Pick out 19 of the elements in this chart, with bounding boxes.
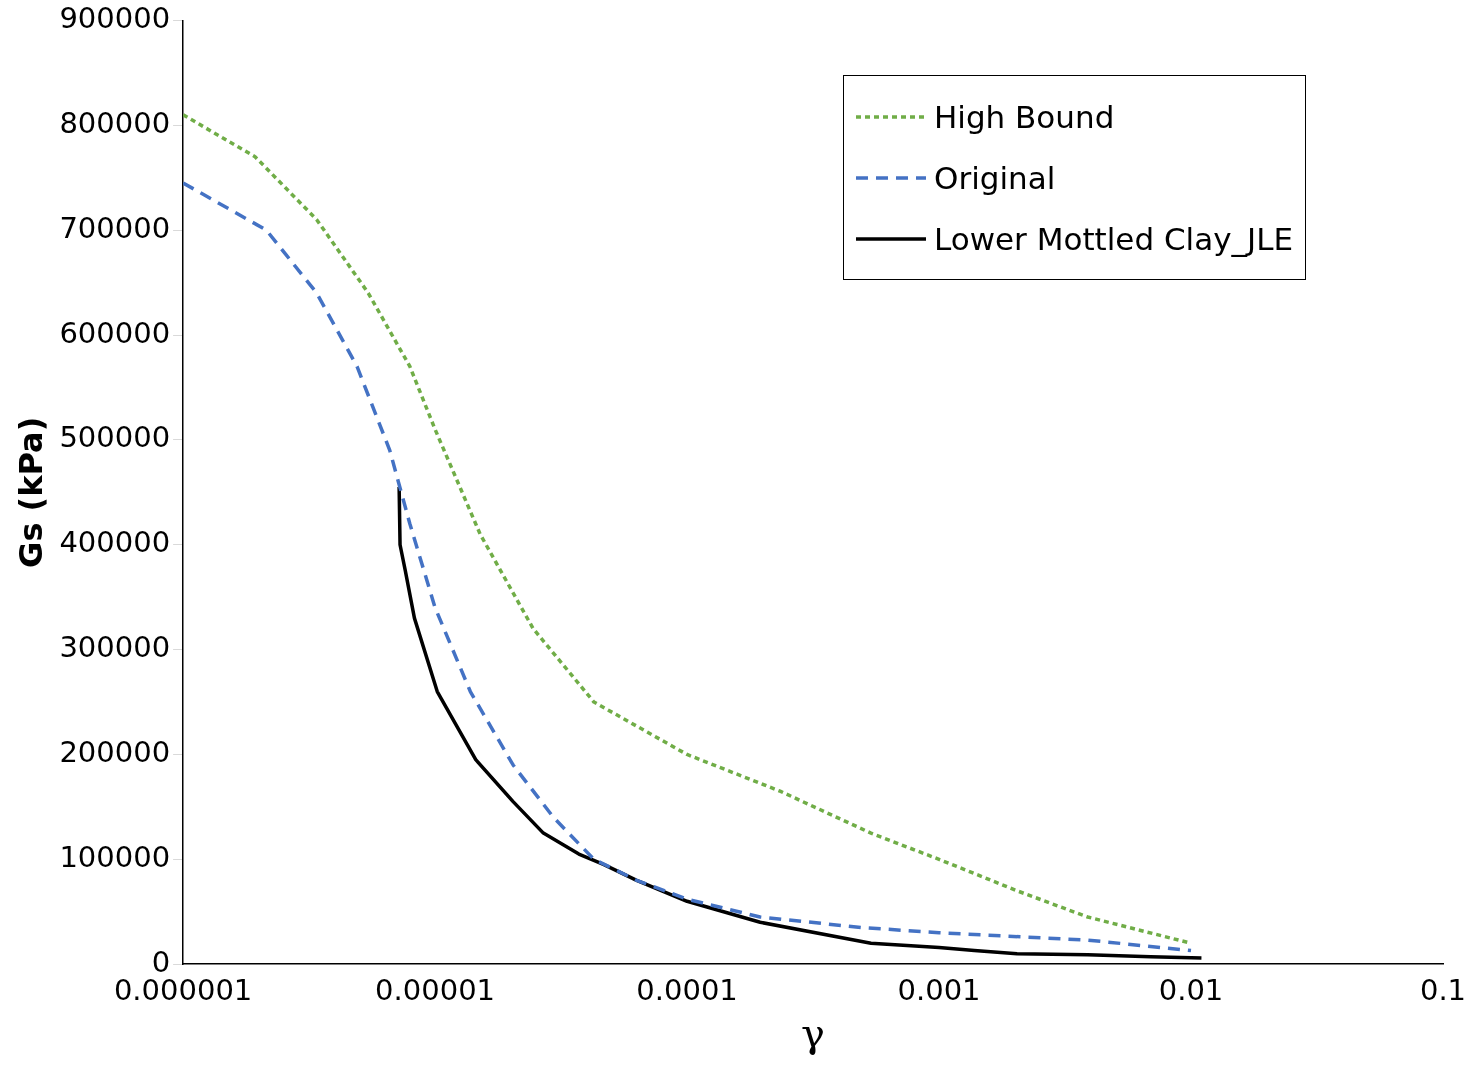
- x-tick-label: 0.1: [1419, 973, 1467, 1008]
- y-tick-label: 900000: [59, 0, 171, 35]
- y-tick-label: 500000: [59, 420, 171, 455]
- y-tick-label: 400000: [59, 525, 171, 560]
- y-tick-label: 100000: [59, 839, 171, 874]
- x-tick-label: 0.001: [897, 973, 981, 1008]
- x-axis-title: γ: [801, 1010, 826, 1057]
- y-tick-label: 700000: [59, 210, 171, 245]
- legend-label: High Bound: [934, 98, 1115, 135]
- y-tick-label: 200000: [59, 735, 171, 769]
- y-tick-label: 800000: [59, 105, 171, 140]
- y-tick-label: 300000: [59, 630, 171, 665]
- y-axis-title: Gs (kPa): [11, 416, 50, 568]
- y-tick-label: 600000: [59, 315, 171, 350]
- legend-label: Original: [934, 159, 1056, 196]
- x-tick-label: 0.00001: [375, 973, 496, 1008]
- x-tick-label: 0.0001: [636, 973, 738, 1008]
- x-tick-label: 0.01: [1158, 973, 1224, 1008]
- legend-label: Lower Mottled Clay_JLE: [934, 220, 1294, 257]
